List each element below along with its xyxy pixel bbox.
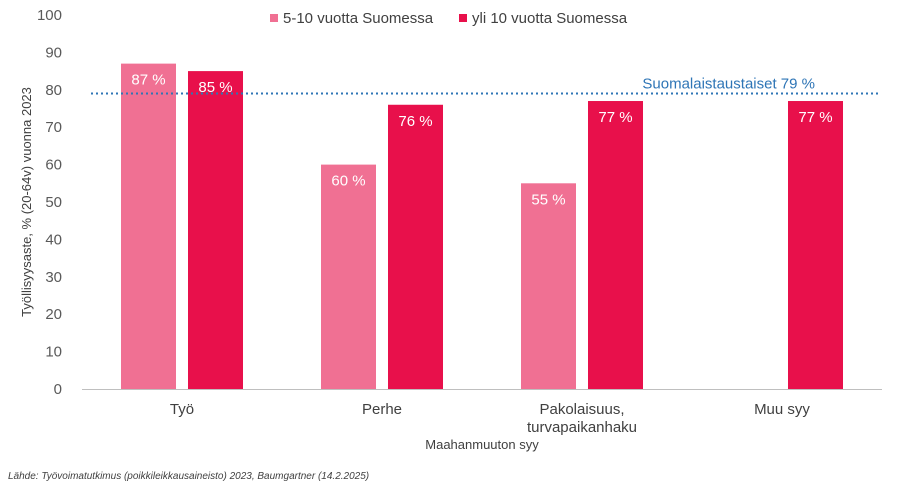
y-tick-label: 80	[45, 82, 62, 99]
data-label: 55 %	[531, 191, 565, 208]
legend-label: 5-10 vuotta Suomessa	[283, 10, 434, 27]
y-tick-label: 20	[45, 306, 62, 323]
x-axis-label: Maahanmuuton syy	[425, 437, 539, 452]
bar	[521, 183, 576, 389]
bar	[588, 101, 643, 390]
data-label: 85 %	[198, 79, 232, 96]
x-tick-label: Pakolaisuus,	[539, 401, 624, 418]
y-tick-label: 90	[45, 44, 62, 61]
y-tick-label: 50	[45, 194, 62, 211]
data-label: 77 %	[798, 109, 832, 126]
x-tick-label: Työ	[170, 401, 194, 418]
x-tick-label: Muu syy	[754, 401, 810, 418]
y-tick-label: 60	[45, 157, 62, 174]
reference-line-label: Suomalaistaustaiset 79 %	[642, 76, 815, 93]
bar	[188, 71, 243, 389]
y-tick-label: 0	[54, 381, 62, 398]
bar	[788, 101, 843, 390]
bar	[388, 104, 443, 389]
data-label: 60 %	[331, 173, 365, 190]
y-tick-label: 30	[45, 269, 62, 286]
y-axis-label: Työllisyysaste, % (20-64v) vuonna 2023	[19, 87, 34, 317]
legend-swatch	[270, 14, 278, 22]
data-label: 87 %	[131, 72, 165, 89]
legend-swatch	[459, 14, 467, 22]
legend-label: yli 10 vuotta Suomessa	[472, 10, 628, 27]
x-tick-label: Perhe	[362, 401, 402, 418]
x-tick-label: turvapaikanhaku	[527, 419, 637, 436]
bar	[321, 164, 376, 389]
y-tick-label: 10	[45, 344, 62, 361]
data-label: 76 %	[398, 113, 432, 130]
source-note: Lähde: Työvoimatutkimus (poikkileikkausa…	[8, 471, 370, 482]
y-tick-label: 70	[45, 119, 62, 136]
y-tick-label: 100	[37, 7, 62, 24]
data-label: 77 %	[598, 109, 632, 126]
bar	[121, 63, 176, 390]
y-tick-label: 40	[45, 231, 62, 248]
